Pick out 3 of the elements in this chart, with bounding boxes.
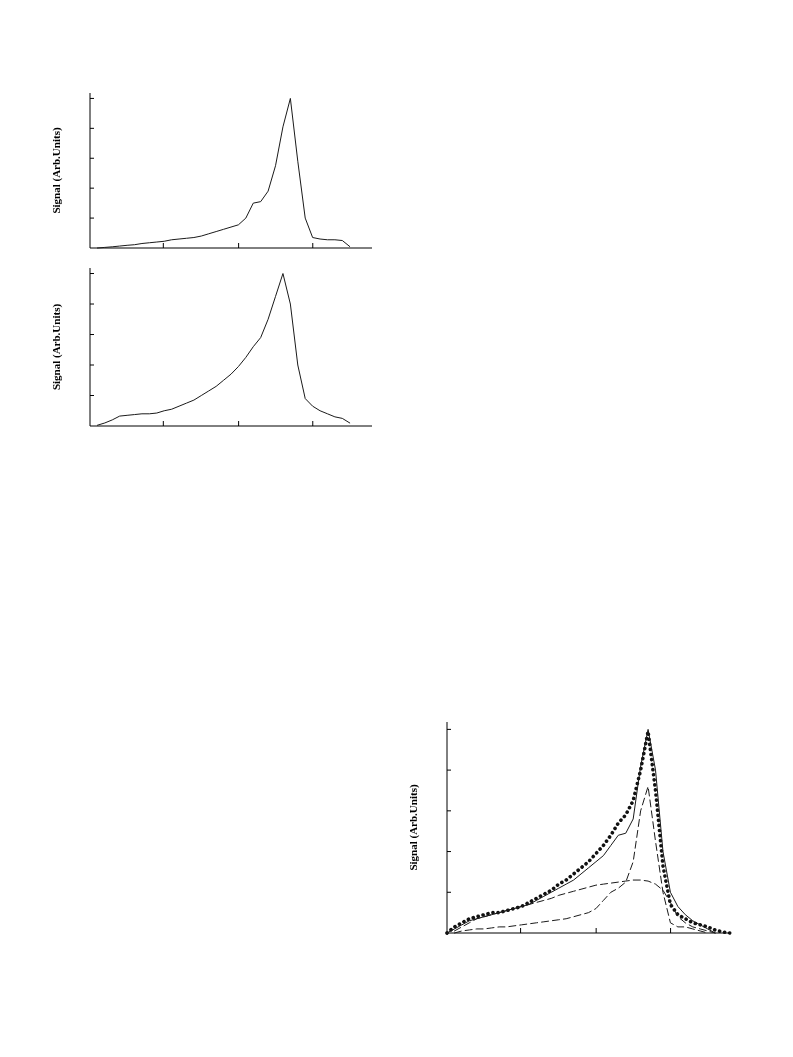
y-axis-title: Signal (Arb.Units): [50, 303, 63, 391]
y-axis-title: Signal (Arb.Units): [407, 784, 420, 871]
y-axis-title: Signal (Arb.Units): [50, 127, 63, 214]
